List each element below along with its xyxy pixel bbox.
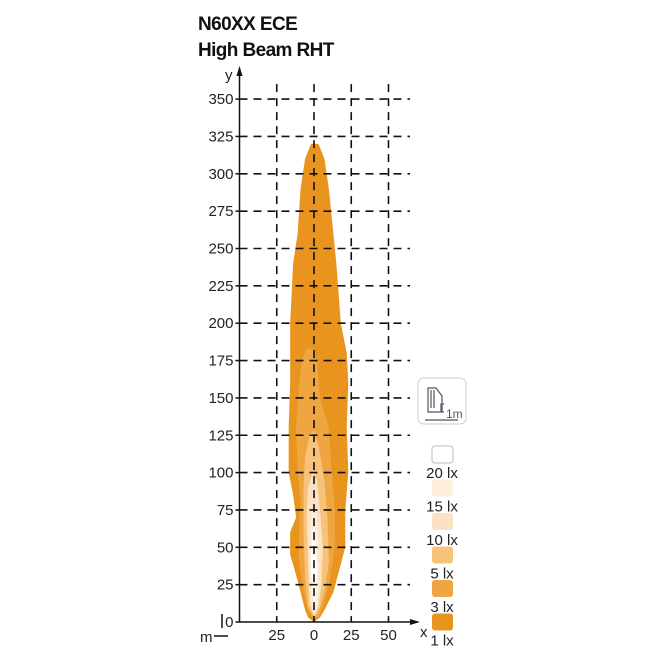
y-tick-label: 300 [208, 166, 233, 183]
y-tick-label: 250 [208, 241, 233, 258]
y-tick-label: 350 [208, 91, 233, 108]
y-tick-label: 225 [208, 278, 233, 295]
y-tick-label: 150 [208, 390, 233, 407]
y-tick-label: 275 [208, 203, 233, 220]
y-tick-label: 200 [208, 315, 233, 332]
x-tick-label: 25 [343, 627, 360, 644]
x-tick-label: 50 [380, 627, 397, 644]
legend-swatch [431, 445, 454, 464]
legend-swatch [432, 613, 453, 631]
legend-label: 20 lx [426, 465, 458, 482]
legend-swatch [432, 580, 453, 597]
x-tick-label: 25 [268, 627, 285, 644]
y-axis-arrow [236, 66, 243, 76]
y-tick-label: 50 [217, 539, 234, 556]
y-tick-label: 325 [208, 128, 233, 145]
y-tick-label: 0 [225, 614, 233, 631]
legend-swatch [432, 546, 453, 564]
x-axis-label: x [420, 624, 428, 641]
y-tick-label: 100 [208, 465, 233, 482]
chart-subtitle: High Beam RHT [198, 40, 334, 61]
legend-swatch [432, 513, 453, 530]
y-tick-label: 25 [217, 577, 234, 594]
x-tick-label: 0 [310, 627, 318, 644]
y-tick-label: 175 [208, 353, 233, 370]
lamp-icon [427, 387, 444, 413]
unit-label: m [200, 629, 213, 646]
y-axis-label: y [225, 67, 233, 84]
legend-label: 1 lx [430, 633, 454, 650]
y-tick-label: 75 [217, 502, 234, 519]
legend-label: 3 lx [430, 599, 454, 616]
y-tick-label: 125 [208, 427, 233, 444]
legend-label: 5 lx [430, 566, 454, 583]
legend-label: 15 lx [426, 499, 458, 516]
chart-title: N60XX ECE [198, 14, 298, 35]
legend-swatch [432, 479, 453, 497]
mount-height-label: 1m [446, 407, 463, 421]
x-axis-arrow [410, 619, 420, 625]
legend-label: 10 lx [426, 532, 458, 549]
